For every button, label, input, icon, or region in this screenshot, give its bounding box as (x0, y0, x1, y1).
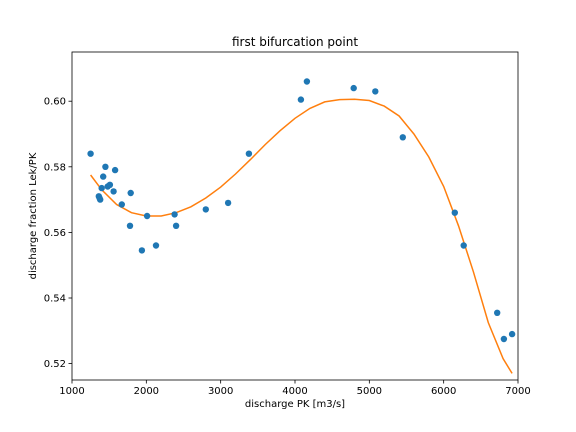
data-point (400, 134, 406, 140)
data-point (304, 78, 310, 84)
data-point (509, 331, 515, 337)
data-point (97, 196, 103, 202)
y-tick-label: 0.58 (44, 162, 66, 173)
y-axis-label: discharge fraction Lek/PK (28, 152, 39, 279)
x-tick-label: 2000 (134, 386, 159, 397)
data-point (139, 247, 145, 253)
data-point (99, 185, 105, 191)
data-point (144, 213, 150, 219)
x-tick-label: 6000 (431, 386, 456, 397)
data-point (87, 151, 93, 157)
x-axis-label: discharge PK [m3/s] (245, 399, 345, 410)
data-point (225, 200, 231, 206)
y-tick-label: 0.56 (44, 228, 66, 239)
y-tick-label: 0.60 (44, 97, 66, 108)
data-point (171, 211, 177, 217)
data-point (298, 96, 304, 102)
data-point (119, 201, 125, 207)
data-point (110, 188, 116, 194)
data-point (494, 310, 500, 316)
data-point (102, 164, 108, 170)
data-point (203, 206, 209, 212)
x-tick-label: 3000 (208, 386, 233, 397)
data-point (100, 173, 106, 179)
data-point (351, 85, 357, 91)
data-point (372, 88, 378, 94)
chart-title: first bifurcation point (232, 35, 358, 49)
data-point (128, 190, 134, 196)
data-point (452, 210, 458, 216)
data-point (112, 167, 118, 173)
data-point (107, 182, 113, 188)
data-point (173, 223, 179, 229)
data-point (127, 223, 133, 229)
data-point (153, 242, 159, 248)
x-tick-label: 4000 (282, 386, 307, 397)
y-tick-label: 0.52 (44, 359, 66, 370)
data-point (501, 336, 507, 342)
plot-area (72, 52, 518, 380)
data-point (461, 242, 467, 248)
y-tick-label: 0.54 (44, 294, 66, 305)
x-tick-label: 7000 (505, 386, 530, 397)
x-tick-label: 5000 (357, 386, 382, 397)
data-point (246, 151, 252, 157)
x-tick-label: 1000 (59, 386, 84, 397)
